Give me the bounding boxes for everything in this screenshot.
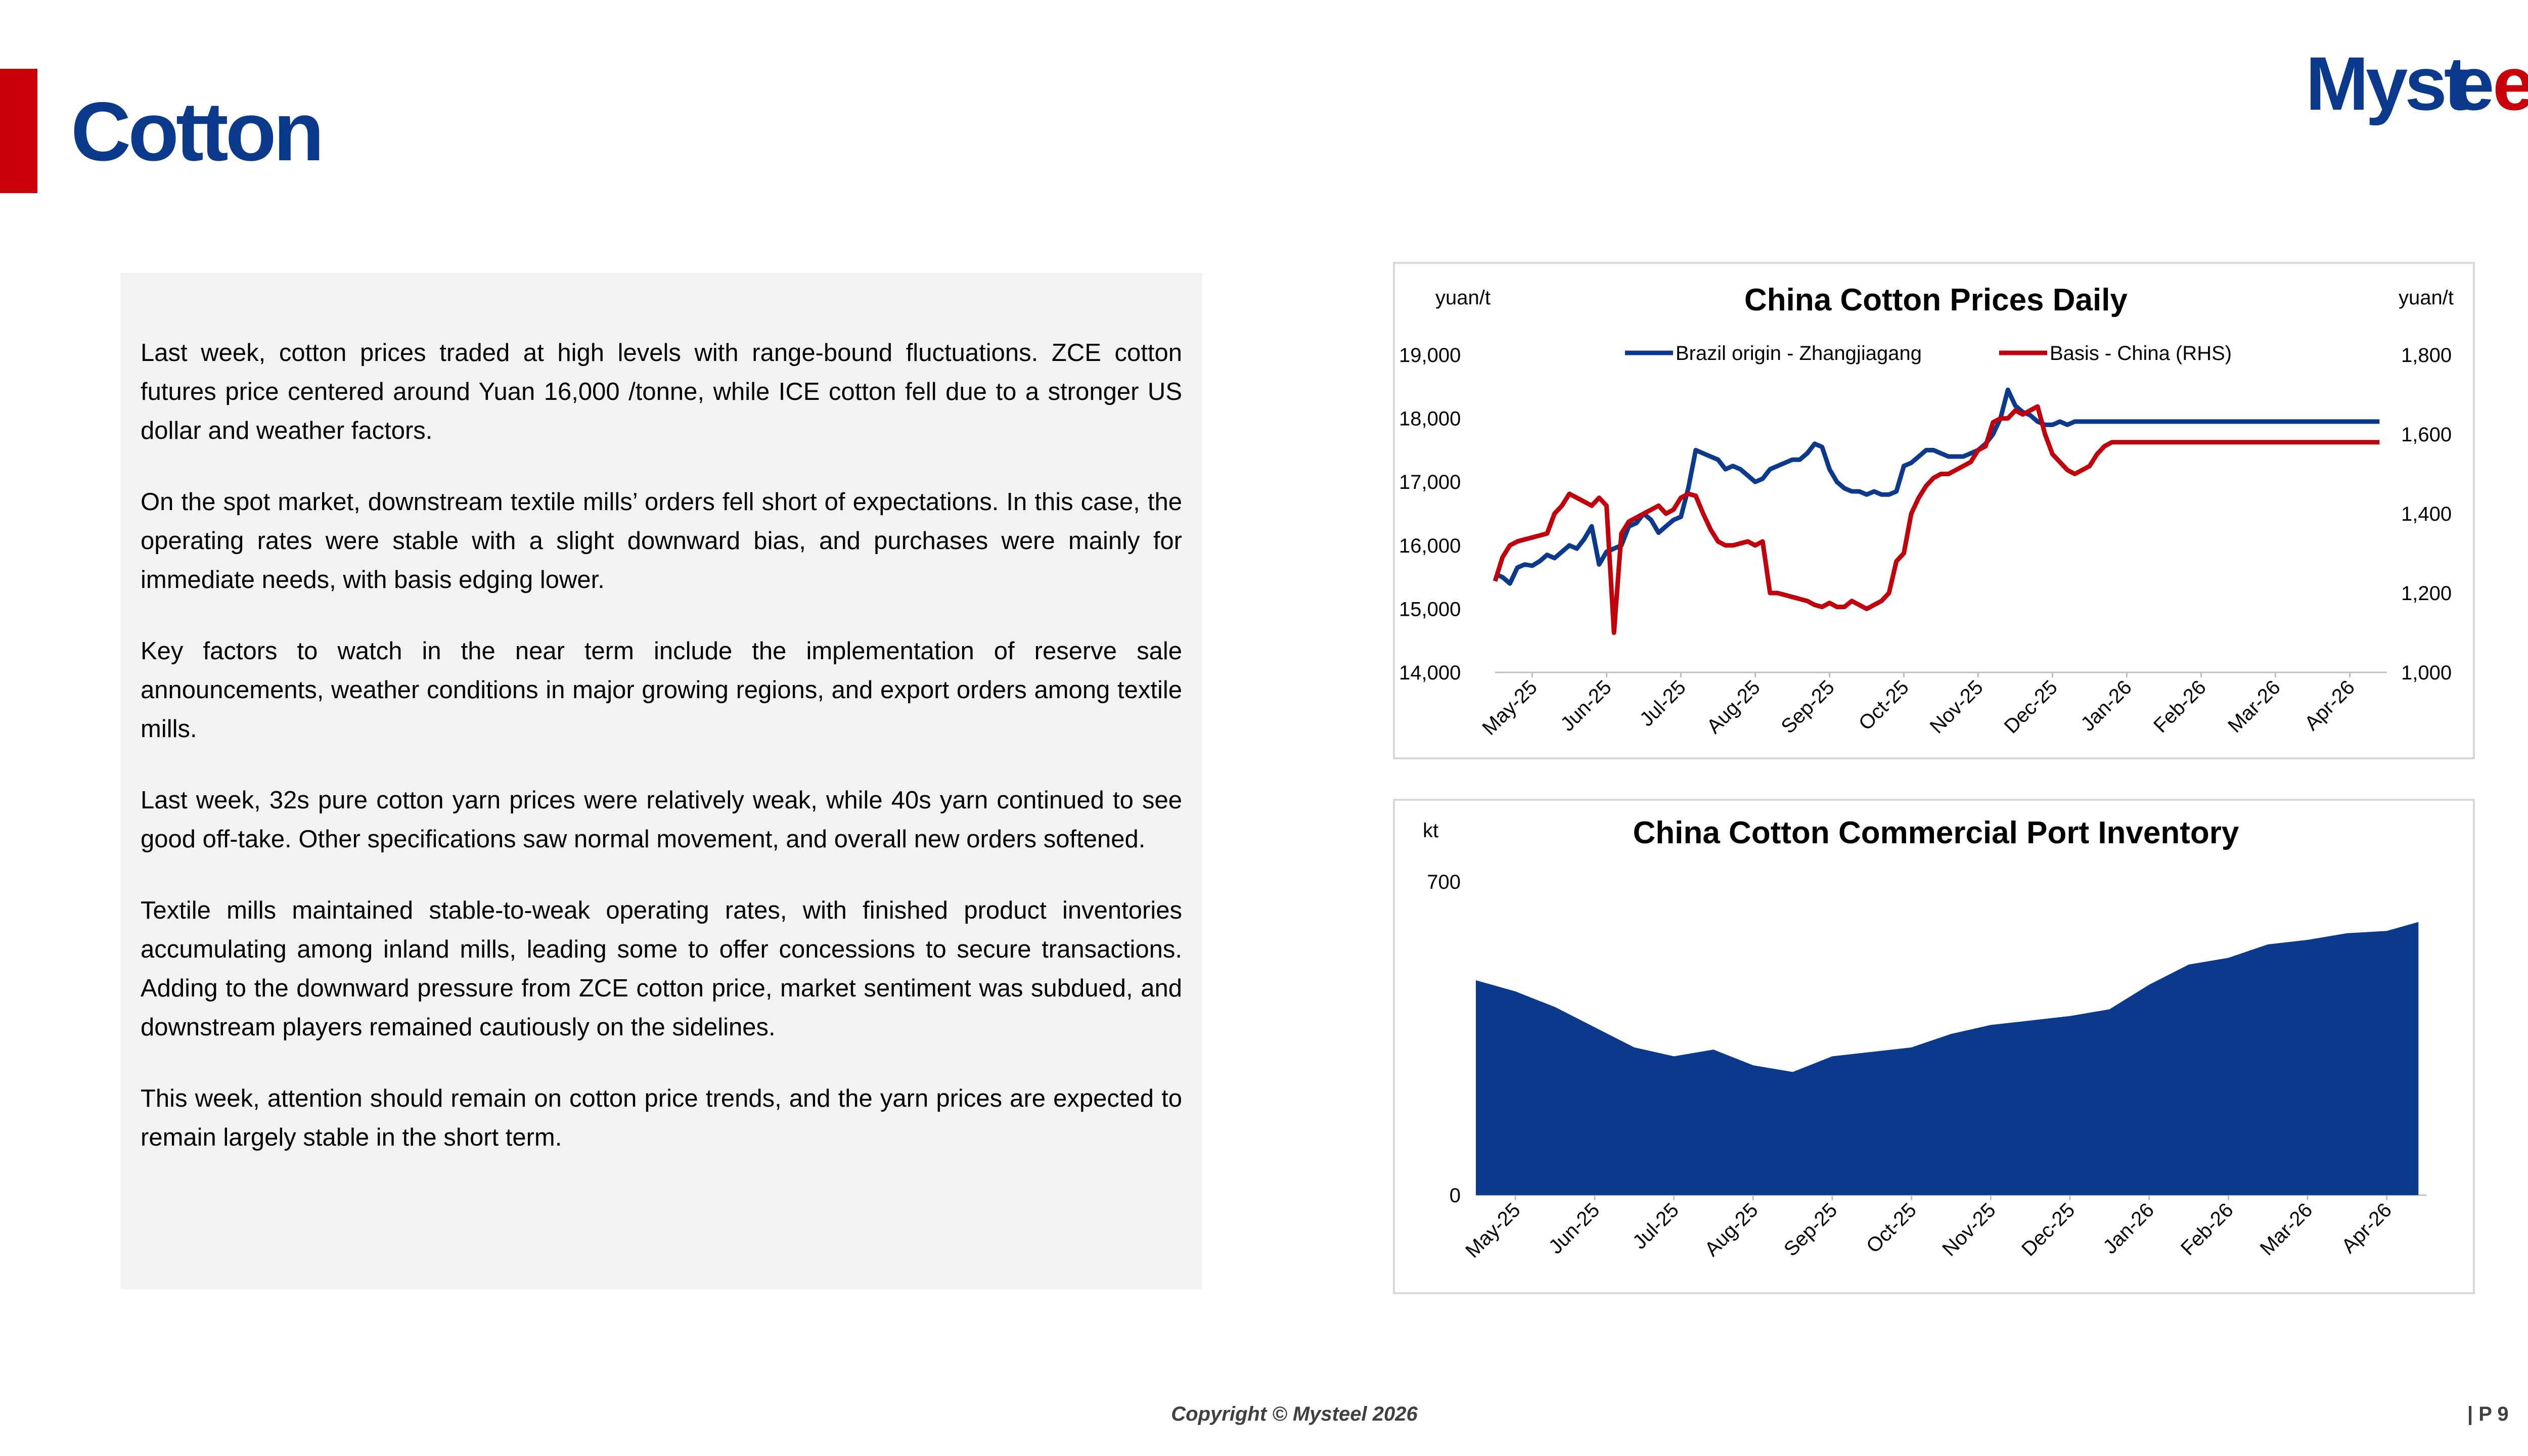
y-tick-label-right: 1,600 [2401,424,2452,446]
inventory-chart-frame: China Cotton Commercial Port Inventory k… [1393,799,2475,1294]
x-tick-label: Dec-25 [2017,1199,2079,1260]
commentary-paragraph: Last week, cotton prices traded at high … [141,339,1182,444]
y-tick-label-left: 16,000 [1399,535,1461,557]
inventory-chart: China Cotton Commercial Port Inventory k… [1423,815,2426,1262]
x-tick-label: Mar-26 [2224,676,2285,737]
y-tick-label: 700 [1427,871,1461,893]
inventory-area [1476,922,2419,1195]
prices-chart-frame: China Cotton Prices Daily yuan/t yuan/t … [1393,262,2475,759]
x-tick-label: Oct-25 [1855,676,1913,735]
x-tick-label: Jun-25 [1556,676,1616,736]
commentary-paragraph: On the spot market, downstream textile m… [141,488,1182,594]
y-tick-label-left: 18,000 [1399,408,1461,430]
x-tick-label: Jun-25 [1545,1199,1604,1258]
prices-chart: China Cotton Prices Daily yuan/t yuan/t … [1399,283,2454,740]
x-tick-label: Nov-25 [1938,1199,2000,1260]
commentary-paragraph: Key factors to watch in the near term in… [141,638,1182,743]
x-tick-label: Sep-25 [1777,676,1839,738]
x-tick-label: Oct-25 [1862,1199,1921,1257]
x-tick-label: Feb-26 [2177,1199,2238,1260]
x-tick-label: Mar-26 [2256,1199,2317,1260]
commentary-paragraph: Textile mills maintained stable-to-weak … [141,897,1182,1041]
x-tick-label: Jan-26 [2099,1199,2158,1258]
left-axis-unit: yuan/t [1435,287,1491,309]
x-tick-label: Apr-26 [2300,676,2359,735]
chart-title: China Cotton Commercial Port Inventory [1633,815,2239,850]
svg-text:e: e [2493,48,2528,126]
section-accent-bar [0,69,37,193]
series-line [1493,404,2380,635]
x-tick-label: Jan-26 [2076,676,2136,736]
page-number: | P 9 [2467,1403,2509,1425]
legend-label: Basis - China (RHS) [2050,342,2232,365]
logo-text: Myst [2306,48,2469,126]
chart-title: China Cotton Prices Daily [1744,283,2128,317]
x-tick-label: May-25 [1461,1199,1524,1262]
y-tick-label-right: 1,400 [2401,503,2452,525]
y-tick-label-left: 15,000 [1399,598,1461,620]
y-tick-label-left: 19,000 [1399,344,1461,367]
x-tick-label: Feb-26 [2149,676,2210,737]
x-tick-label: Jul-25 [1629,1199,1683,1253]
legend-label: Brazil origin - Zhangjiagang [1676,342,1922,365]
x-tick-label: Dec-25 [2000,676,2062,738]
y-tick-label-right: 1,200 [2401,582,2452,605]
page-title: Cotton [71,85,324,178]
y-tick-label-right: 1,800 [2401,344,2452,367]
x-tick-label: Aug-25 [1703,676,1765,738]
series-line [1494,387,2380,586]
y-tick-label-right: 1,000 [2401,662,2452,684]
y-tick-label-left: 17,000 [1399,471,1461,493]
copyright-notice: Copyright © Mysteel 2026 [1171,1403,1418,1425]
right-axis-unit: yuan/t [2399,287,2454,309]
y-tick-label: 0 [1450,1185,1461,1207]
mysteel-logo: Myst e e l [2306,48,2528,126]
commentary-paragraph: Last week, 32s pure cotton yarn prices w… [141,787,1182,853]
x-tick-label: Jul-25 [1636,676,1690,731]
svg-text:e: e [2452,48,2492,126]
y-axis-unit: kt [1423,820,1438,842]
x-tick-label: Sep-25 [1780,1199,1841,1260]
commentary-paragraph: This week, attention should remain on co… [141,1085,1182,1151]
commentary-panel: Last week, cotton prices traded at high … [120,273,1202,1289]
x-tick-label: Nov-25 [1926,676,1988,738]
y-tick-label-left: 14,000 [1399,662,1461,684]
x-tick-label: Aug-25 [1700,1199,1762,1260]
x-tick-label: May-25 [1478,676,1541,739]
x-tick-label: Apr-26 [2337,1199,2396,1257]
